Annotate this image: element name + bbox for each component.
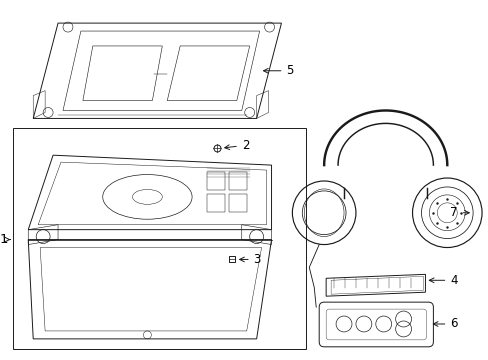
Bar: [206, 172, 224, 190]
Bar: [206, 194, 224, 212]
Text: 1: 1: [0, 233, 8, 246]
Text: 2: 2: [224, 139, 249, 152]
Text: 5: 5: [263, 64, 293, 77]
Text: 6: 6: [432, 318, 457, 330]
Bar: [228, 172, 246, 190]
Text: 3: 3: [239, 253, 261, 266]
Text: 7: 7: [449, 206, 468, 219]
Bar: [13, 129, 305, 349]
Text: 4: 4: [428, 274, 457, 287]
Bar: [228, 194, 246, 212]
